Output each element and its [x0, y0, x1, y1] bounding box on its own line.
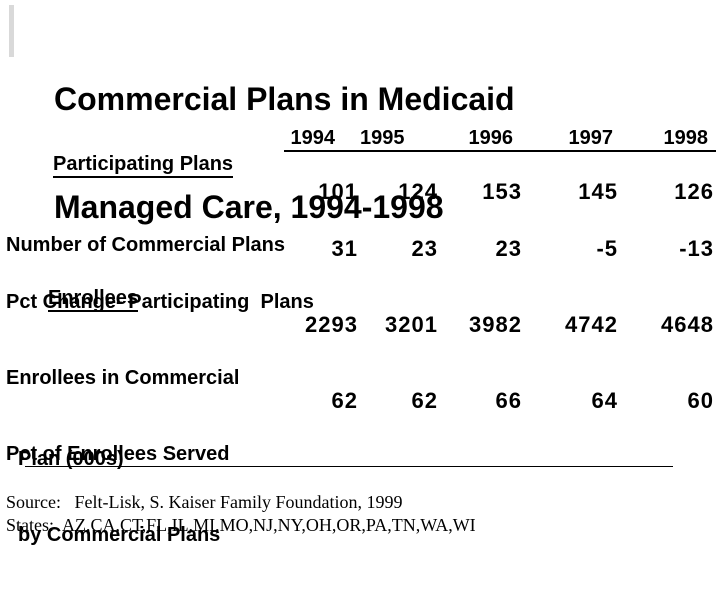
year-header-1996: 1996 [468, 127, 514, 149]
table-row-pct-change-participating-plans: Pct Change- Participating Plans 31 23 23… [6, 235, 716, 370]
cell-value: -5 [596, 236, 618, 261]
source-text: Source: Felt-Lisk, S. Kaiser Family Foun… [6, 492, 403, 512]
row-label: Pct Change- Participating Plans [6, 235, 314, 370]
cell-value: 4648 [661, 312, 714, 337]
cell-value: -13 [679, 236, 714, 261]
cell-value: 126 [674, 179, 714, 204]
cell-value: 3201 [385, 312, 438, 337]
row-label: Enrollees in Commercial Plan (000s) [6, 311, 284, 527]
section-heading-enrollees: Enrollees [48, 287, 139, 312]
slide-title-line1: Commercial Plans in Medicaid [54, 81, 515, 117]
cell-value: 145 [578, 179, 618, 204]
cell-value: 23 [411, 236, 438, 261]
year-header-1997: 1997 [568, 127, 614, 149]
cell-value: 62 [411, 388, 438, 413]
cell-value: 60 [687, 388, 714, 413]
cell-value: 3982 [469, 312, 522, 337]
presentation-slide: Commercial Plans in Medicaid Managed Car… [6, 5, 716, 546]
row-label-line1: Pct of Enrollees Served [6, 443, 230, 465]
cell-value: 124 [398, 179, 438, 204]
year-header-1994: 1994 [290, 127, 336, 149]
cell-value: 66 [495, 388, 522, 413]
cell-value: 62 [331, 388, 358, 413]
slide-accent-mark [9, 5, 14, 57]
cell-value: 23 [495, 236, 522, 261]
cell-value: 101 [318, 179, 358, 204]
cell-value: 64 [591, 388, 618, 413]
row-label-line1: Enrollees in Commercial [6, 367, 240, 389]
table-row-enrollees-in-commercial-plan: Enrollees in Commercial Plan (000s) 2293… [6, 311, 716, 527]
cell-value: 4742 [565, 312, 618, 337]
cell-value: 153 [482, 179, 522, 204]
row-label-line1: Number of Commercial Plans [6, 234, 285, 256]
table-row-number-of-commercial-plans: Number of Commercial Plans 101 124 153 1… [6, 178, 716, 313]
row-label: Number of Commercial Plans [6, 178, 285, 313]
year-header-1998: 1998 [663, 127, 709, 149]
year-header-1995: 1995 [360, 127, 405, 149]
slide-title: Commercial Plans in Medicaid Managed Car… [54, 9, 515, 297]
footer-divider-line [25, 466, 673, 467]
states-text: States: AZ,CA,CT,FL,IL,MI,MO,NJ,NY,OH,OR… [6, 515, 476, 535]
row-label-line1: Pct Change- Participating Plans [6, 291, 314, 313]
section-heading-participating-plans: Participating Plans [53, 153, 234, 178]
year-header-row: 1994 1995 1996 1997 1998 [284, 127, 716, 152]
cell-value: 2293 [305, 312, 358, 337]
cell-value: 31 [331, 236, 358, 261]
slide-title-line2: Managed Care, 1994-1998 [54, 189, 444, 225]
row-label-line2: Plan (000s) [18, 448, 124, 470]
